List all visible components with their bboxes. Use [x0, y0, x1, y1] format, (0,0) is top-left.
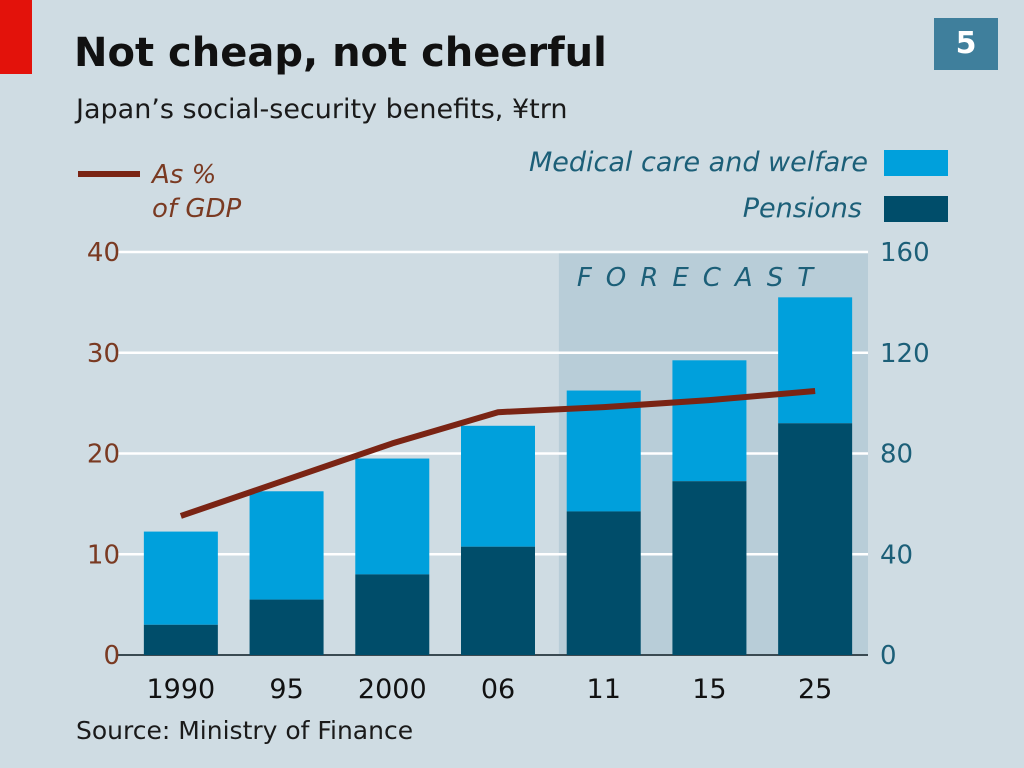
legend-line-label-1: As %: [150, 160, 216, 190]
x-tick-label: 15: [692, 674, 726, 705]
bar-pensions: [778, 423, 853, 655]
legend-pensions-swatch: [884, 196, 948, 222]
right-tick-label: 120: [880, 339, 930, 369]
left-tick-label: 10: [87, 540, 120, 570]
bar-medical: [355, 458, 430, 575]
bar-pensions: [355, 574, 430, 655]
brand-tag: [0, 0, 32, 74]
chart-title: Not cheap, not cheerful: [74, 30, 607, 76]
right-tick-label: 40: [880, 540, 913, 570]
legend: As % of GDP Medical care and welfare Pen…: [78, 147, 948, 224]
legend-medical-swatch: [884, 150, 948, 176]
x-tick-label: 1990: [146, 674, 215, 705]
left-tick-label: 30: [87, 339, 120, 369]
legend-medical-label: Medical care and welfare: [529, 147, 868, 178]
source-note: Source: Ministry of Finance: [76, 716, 414, 745]
bar-pensions: [143, 624, 218, 655]
gdp-share-line: [179, 388, 816, 519]
bar-medical: [143, 531, 218, 625]
left-tick-label: 0: [103, 641, 120, 671]
x-axis: 1990 95 2000 06 11 15 25: [146, 674, 832, 705]
x-tick-label: 95: [269, 674, 303, 705]
legend-pensions-label: Pensions: [743, 193, 862, 224]
left-tick-label: 40: [87, 238, 120, 268]
x-tick-label: 25: [798, 674, 832, 705]
left-tick-label: 20: [87, 440, 120, 470]
x-tick-label: 2000: [358, 674, 427, 705]
right-tick-label: 160: [880, 238, 930, 268]
right-tick-label: 80: [880, 440, 913, 470]
x-tick-label: 06: [481, 674, 515, 705]
bar-medical: [778, 297, 853, 424]
bar-pensions: [672, 481, 747, 655]
chart-subtitle: Japan’s social-security benefits, ¥trn: [76, 94, 568, 125]
right-tick-label: 0: [880, 641, 897, 671]
chart-number-badge: 5: [934, 18, 998, 70]
bar-medical: [672, 360, 747, 482]
bar-pensions: [249, 599, 324, 655]
bar-medical: [249, 491, 324, 600]
bar-medical: [461, 425, 535, 547]
forecast-label: FORECAST: [577, 263, 827, 293]
legend-line-label-2: of GDP: [152, 194, 241, 224]
right-axis: 0 40 80 120 160: [880, 238, 930, 671]
bar-pensions: [461, 546, 535, 655]
bars: [143, 297, 853, 655]
x-tick-label: 11: [587, 674, 621, 705]
left-axis: 0 10 20 30 40: [87, 238, 120, 671]
bar-pensions: [566, 511, 641, 655]
